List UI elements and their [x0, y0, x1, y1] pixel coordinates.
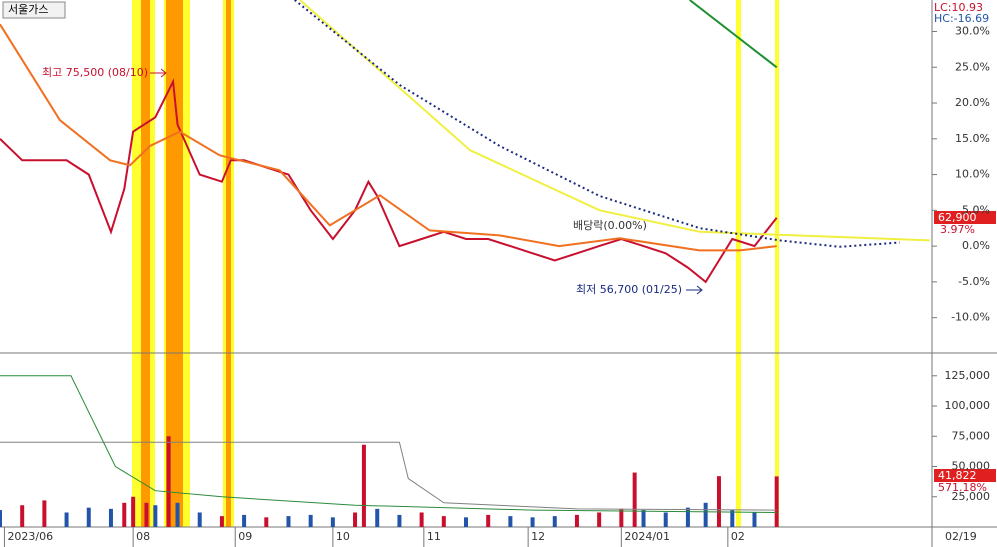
ma-line — [0, 23, 777, 252]
x-tick-label: 02 — [731, 530, 745, 543]
x-tick-label: 2024/01 — [624, 530, 670, 543]
volume-label: 41,822 — [938, 469, 977, 482]
x-tick-label: 2023/06 — [7, 530, 53, 543]
volume-bar — [361, 444, 366, 527]
y-tick-label: -10.0% — [951, 311, 990, 324]
volume-bar — [131, 496, 136, 527]
volume-bar — [20, 505, 25, 527]
volume-bar — [641, 510, 646, 527]
y-tick-label: 15.0% — [955, 132, 990, 145]
volume-bar — [308, 514, 313, 527]
y-tick-label: 20.0% — [955, 96, 990, 109]
price-line — [0, 78, 778, 284]
volume-bar — [64, 512, 69, 527]
volume-ma-line — [0, 441, 777, 511]
stock-name: 서울가스 — [8, 3, 48, 16]
volume-bar — [286, 516, 291, 527]
end-date-label: 02/19 — [945, 530, 977, 543]
volume-bar — [108, 508, 113, 527]
ma-line — [299, 0, 930, 242]
volume-bar — [464, 517, 468, 527]
volume-bar — [752, 512, 757, 527]
v-tick-label: 75,000 — [952, 429, 991, 442]
ma-line — [294, 0, 900, 248]
volume-bar — [508, 516, 513, 527]
price-box — [934, 211, 996, 224]
stock-box — [2, 1, 66, 19]
y-tick-label: 30.0% — [955, 24, 990, 37]
x-tick-label: 12 — [531, 530, 545, 543]
volume-bar — [375, 508, 380, 527]
v-tick-label: 50,000 — [952, 460, 991, 473]
x-tick-label: 08 — [136, 530, 150, 543]
ma-line — [689, 0, 778, 69]
volume-bar — [486, 514, 491, 527]
volume-bar — [353, 512, 358, 527]
price-label: 62,900 — [938, 211, 977, 224]
x-tick-label: 09 — [238, 530, 252, 543]
high-arrow — [150, 68, 167, 78]
volume-bar — [716, 476, 721, 527]
volume-box — [934, 469, 996, 482]
volume-ma-line — [0, 375, 777, 513]
volume-ratio-label: 571.18% — [938, 481, 987, 494]
signal-bands — [132, 0, 779, 527]
y-tick-label: -5.0% — [958, 275, 990, 288]
low-note: 최저 56,700 (01/25) — [576, 283, 682, 296]
volume-bar — [552, 516, 557, 527]
high-note: 최고 75,500 (08/10) — [42, 66, 148, 79]
volume-bar — [632, 472, 637, 527]
v-tick-label: 125,000 — [945, 369, 991, 382]
y-tick-label: 25.0% — [955, 60, 990, 73]
volume-bar — [219, 516, 224, 527]
volume-bar — [703, 502, 708, 527]
volume-bar — [663, 512, 668, 527]
volume-bar — [242, 514, 247, 527]
y-tick-label: 0.0% — [962, 239, 990, 252]
volume-bar — [730, 510, 735, 527]
hc-label: HC:-16.69 — [934, 12, 989, 25]
volume-bar — [619, 508, 624, 527]
volume-bar — [42, 500, 47, 527]
volume-bar — [597, 512, 602, 527]
y-tick-label: 5.0% — [962, 203, 990, 216]
volume-bar — [166, 436, 171, 527]
low-arrow — [686, 285, 703, 295]
dividend-note: 배당락(0.00%) — [573, 219, 647, 232]
volume-bar — [530, 517, 535, 527]
volume-bar — [86, 507, 91, 527]
volume-bar — [144, 502, 149, 527]
volume-bar — [175, 502, 180, 527]
volume-bar — [264, 517, 269, 527]
volume-bar — [419, 512, 424, 527]
v-tick-label: 100,000 — [945, 399, 991, 412]
lc-label: LC:10.93 — [934, 1, 983, 14]
volume-bar — [574, 514, 579, 527]
volume-bar — [122, 502, 127, 527]
change-label: 3.97% — [940, 223, 975, 236]
x-tick-label: 11 — [427, 530, 441, 543]
volume-bar — [330, 517, 335, 527]
v-tick-label: 25,000 — [952, 490, 991, 503]
x-tick-label: 10 — [336, 530, 350, 543]
volume-bar — [0, 510, 2, 527]
volume-bar — [441, 516, 446, 527]
volume-bar — [685, 507, 690, 527]
y-tick-label: 10.0% — [955, 168, 990, 181]
volume-bar — [774, 476, 779, 527]
volume-bar — [197, 512, 202, 527]
volume-bar — [397, 514, 402, 527]
volume-bar — [153, 505, 158, 527]
